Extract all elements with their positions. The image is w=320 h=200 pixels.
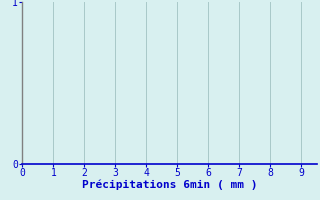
X-axis label: Précipitations 6min ( mm ): Précipitations 6min ( mm ) <box>82 180 257 190</box>
